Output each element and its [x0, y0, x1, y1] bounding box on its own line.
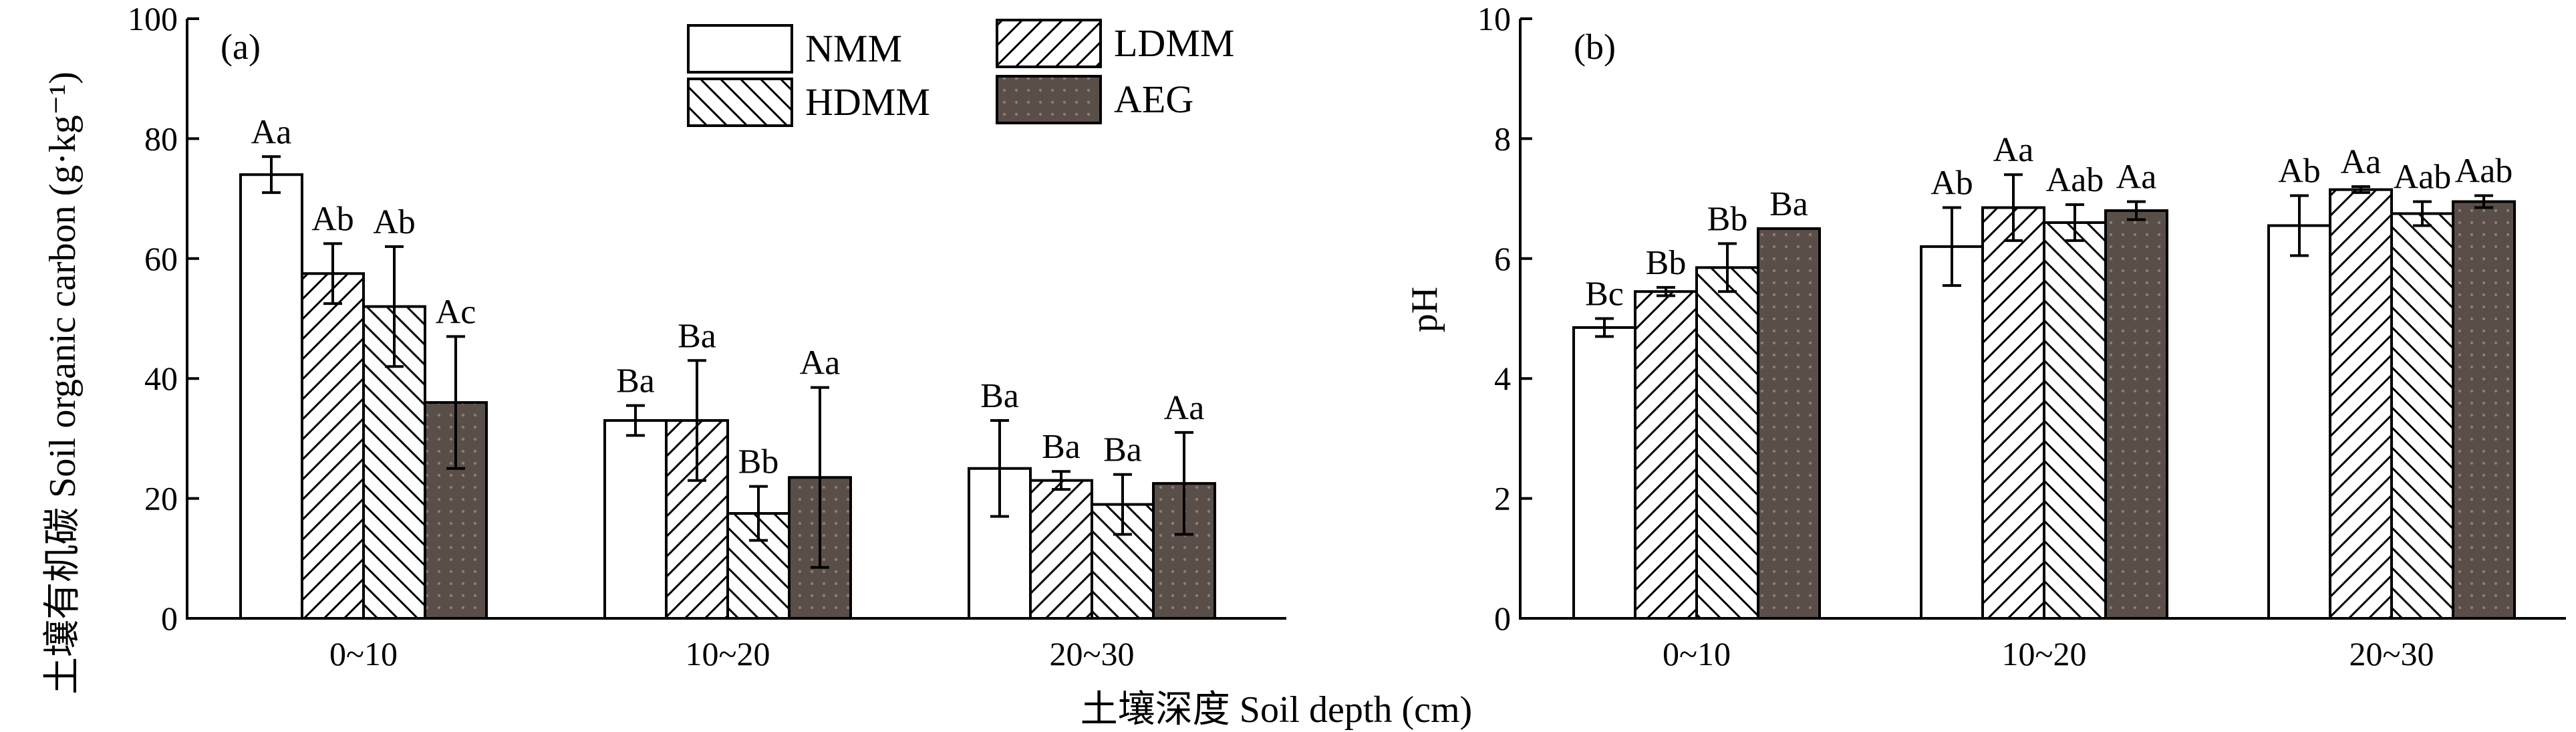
bar-nmm [1920, 245, 1984, 620]
significance-label: Aa [2116, 158, 2157, 197]
y-tick-label: 8 [1494, 120, 1511, 157]
significance-label: Ba [616, 362, 655, 400]
y-tick-label: 4 [1494, 360, 1511, 397]
bar-nmm [603, 418, 668, 620]
significance-label: Ab [2278, 152, 2321, 191]
y-axis-ticks: 0 2 4 6 8 10 [1477, 0, 1532, 637]
significance-label: Ba [678, 317, 716, 355]
bar-hdmm [1695, 266, 1759, 620]
significance-label: Ab [373, 203, 416, 241]
legend-swatch-nmm [687, 24, 793, 74]
significance-label: Ba [1042, 428, 1081, 466]
axes-frame [1519, 19, 2566, 620]
panel-label: (a) [221, 27, 261, 67]
x-tick-label: 10~20 [685, 635, 770, 673]
panel-a-soc: Aa Ab Ab Ac Ba Ba Bb Aa Ba Ba Ba Aa 0 20 40 60 80 100 0~… [42, 0, 1286, 695]
significance-label: Aab [2394, 158, 2452, 197]
y-tick-label: 6 [1494, 240, 1511, 277]
panel-label: (b) [1574, 27, 1616, 67]
y-tick-label: 20 [144, 480, 178, 517]
significance-label: Bb [1646, 244, 1687, 282]
legend-swatch-aeg [996, 75, 1102, 124]
x-axis-ticks: 0~10 10~20 20~30 [329, 635, 1135, 673]
x-tick-label: 20~30 [2349, 635, 2434, 673]
significance-label: Aa [251, 113, 292, 151]
y-axis-label: pH [1404, 287, 1445, 332]
significance-label: Ab [311, 200, 354, 238]
significance-label: Aa [1993, 131, 2034, 169]
bar-nmm [239, 173, 303, 620]
bar-aeg [2104, 209, 2168, 620]
x-tick-label: 0~10 [1663, 635, 1731, 673]
legend: NMM LDMM HDMM AEG [687, 19, 1234, 127]
bar-ldmm [1029, 479, 1093, 620]
y-tick-label: 0 [161, 600, 178, 637]
bar-ldmm [1634, 290, 1698, 620]
significance-label: Aab [2046, 161, 2104, 199]
x-tick-label: 10~20 [2001, 635, 2086, 673]
bar-ldmm [301, 272, 365, 620]
significance-label: Aab [2455, 152, 2513, 191]
legend-swatch-hdmm [687, 78, 793, 127]
x-tick-label: 20~30 [1049, 635, 1134, 673]
significance-label: Ac [436, 293, 476, 331]
bar-ldmm [2329, 188, 2393, 620]
legend-label-hdmm: HDMM [805, 80, 930, 124]
significance-label: Ab [1930, 164, 1973, 203]
y-tick-label: 2 [1494, 480, 1511, 517]
significance-label: Aa [800, 344, 841, 382]
y-tick-label: 80 [144, 120, 178, 157]
y-axis-ticks: 0 20 40 60 80 100 [128, 0, 199, 637]
x-axis-label: 土壤深度 Soil depth (cm) [1081, 689, 1472, 731]
y-tick-label: 60 [144, 240, 178, 277]
bar-aeg [1757, 227, 1821, 620]
significance-label: Bb [738, 443, 779, 481]
bar-nmm [2267, 224, 2331, 620]
bar-hdmm [2390, 212, 2454, 620]
legend-label-aeg: AEG [1114, 78, 1193, 121]
significance-label: Ba [980, 377, 1019, 415]
legend-label-ldmm: LDMM [1114, 21, 1234, 65]
legend-swatch-ldmm [996, 19, 1102, 68]
x-axis-ticks: 0~10 10~20 20~30 [1663, 635, 2434, 673]
legend-label-nmm: NMM [805, 27, 902, 70]
y-tick-label: 100 [128, 0, 178, 37]
significance-label: Aa [1164, 389, 1205, 427]
y-tick-label: 0 [1494, 600, 1511, 637]
bar-nmm [1572, 326, 1636, 620]
bar-hdmm [2043, 221, 2107, 620]
bar-aeg [2452, 200, 2516, 620]
significance-label: Ba [1103, 431, 1142, 469]
significance-label: Bc [1585, 275, 1624, 314]
axes-frame [186, 19, 1286, 620]
significance-label: Ba [1769, 185, 1808, 223]
x-tick-label: 0~10 [329, 635, 398, 673]
y-tick-label: 40 [144, 360, 178, 397]
bar-ldmm [1981, 206, 2045, 620]
significance-label: Bb [1707, 200, 1748, 238]
y-axis-label: 土壤有机碳 Soil organic carbon (g·kg⁻¹) [42, 72, 84, 695]
bars-group: Aa Ab Ab Ac Ba Ba Bb Aa Ba Ba Ba Aa [239, 113, 1216, 620]
significance-label: Aa [2341, 143, 2382, 181]
y-tick-label: 10 [1477, 0, 1511, 37]
